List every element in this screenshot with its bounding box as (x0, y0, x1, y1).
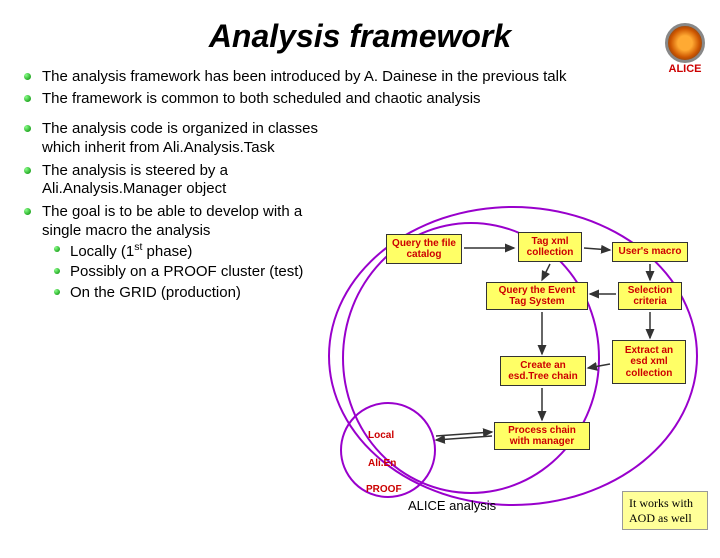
bullet-item: The analysis code is organized in classe… (38, 120, 328, 158)
sub-bullet-item: On the GRID (production) (66, 284, 328, 303)
bullet-item: The framework is common to both schedule… (38, 89, 700, 109)
sub-bullet-list: Locally (1st phase) Possibly on a PROOF … (66, 241, 328, 303)
diagram-footer: ALICE analysis (408, 498, 496, 513)
bullet-item: The goal is to be able to develop with a… (38, 203, 328, 303)
env-local: Local (368, 430, 394, 441)
bullet-item: The analysis framework has been introduc… (38, 67, 700, 87)
box-users-macro: User's macro (612, 242, 688, 262)
box-tag-xml: Tag xml collection (518, 232, 582, 262)
box-create-chain: Create an esd.Tree chain (500, 356, 586, 386)
slide-title: Analysis framework (0, 18, 720, 55)
box-extract-esd: Extract an esd xml collection (612, 340, 686, 384)
bullet-item: The analysis is steered by a Ali.Analysi… (38, 162, 328, 200)
box-query-catalog: Query the file catalog (386, 234, 462, 264)
flow-diagram: Query the file catalog Tag xml collectio… (328, 206, 698, 516)
box-process-chain: Process chain with manager (494, 422, 590, 450)
top-bullet-list: The analysis framework has been introduc… (38, 67, 700, 108)
sub-bullet-item: Possibly on a PROOF cluster (test) (66, 263, 328, 282)
box-query-event: Query the Event Tag System (486, 282, 588, 310)
env-proof: PROOF (366, 484, 402, 495)
logo-icon (665, 23, 705, 63)
sub-bullet-item: Locally (1st phase) (66, 241, 328, 262)
left-bullet-list: The analysis code is organized in classe… (38, 120, 328, 307)
box-selection-criteria: Selection criteria (618, 282, 682, 310)
bullet-text: The goal is to be able to develop with a… (42, 203, 302, 239)
env-alien: Ali.En (368, 458, 396, 469)
sticky-note: It works with AOD as well (622, 491, 708, 530)
